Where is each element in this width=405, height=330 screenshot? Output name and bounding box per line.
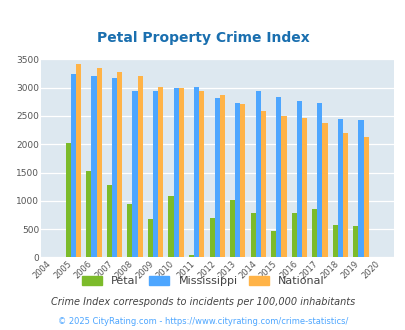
Bar <box>199 90 204 257</box>
Bar <box>260 111 265 257</box>
Bar <box>107 185 112 257</box>
Bar <box>178 88 183 257</box>
Bar <box>127 204 132 257</box>
Bar <box>332 225 337 257</box>
Bar <box>86 171 91 257</box>
Legend: Petal, Mississippi, National: Petal, Mississippi, National <box>77 271 328 290</box>
Bar <box>168 196 173 257</box>
Bar <box>153 91 158 257</box>
Bar <box>317 103 322 257</box>
Bar <box>271 231 275 257</box>
Bar <box>301 118 306 257</box>
Bar <box>255 91 260 257</box>
Text: © 2025 CityRating.com - https://www.cityrating.com/crime-statistics/: © 2025 CityRating.com - https://www.city… <box>58 317 347 326</box>
Bar <box>230 200 234 257</box>
Bar <box>358 120 362 257</box>
Text: Petal Property Crime Index: Petal Property Crime Index <box>96 31 309 45</box>
Bar <box>158 86 163 257</box>
Bar <box>352 226 358 257</box>
Bar <box>337 119 342 257</box>
Bar <box>322 123 327 257</box>
Bar <box>281 116 286 257</box>
Bar <box>296 101 301 257</box>
Bar <box>96 68 101 257</box>
Bar <box>173 88 178 257</box>
Text: Crime Index corresponds to incidents per 100,000 inhabitants: Crime Index corresponds to incidents per… <box>51 297 354 307</box>
Bar <box>71 74 76 257</box>
Bar <box>137 76 143 257</box>
Bar <box>214 98 219 257</box>
Bar <box>91 76 96 257</box>
Bar <box>209 218 214 257</box>
Bar <box>188 254 194 257</box>
Bar <box>147 219 153 257</box>
Bar <box>275 97 281 257</box>
Bar <box>194 86 199 257</box>
Bar <box>234 103 240 257</box>
Bar <box>112 78 117 257</box>
Bar <box>117 72 122 257</box>
Bar <box>311 209 317 257</box>
Bar <box>219 95 224 257</box>
Bar <box>66 143 71 257</box>
Bar <box>291 213 296 257</box>
Bar <box>240 104 245 257</box>
Bar <box>132 90 137 257</box>
Bar <box>76 64 81 257</box>
Bar <box>362 137 368 257</box>
Bar <box>342 133 347 257</box>
Bar <box>250 213 255 257</box>
